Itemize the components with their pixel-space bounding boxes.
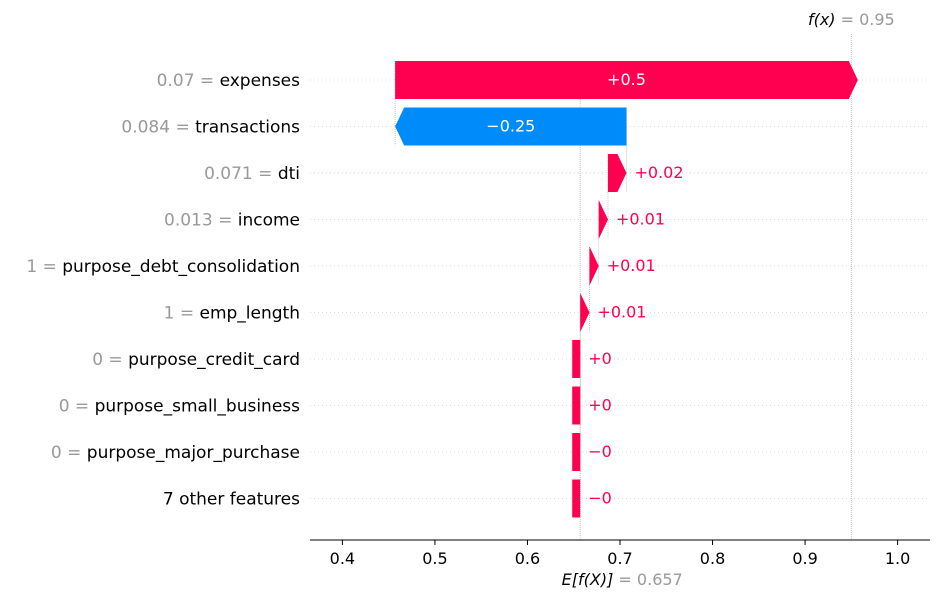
feature-value: 0 = [51,443,87,463]
waterfall-bar [395,107,627,146]
feature-name: transactions [195,118,300,138]
waterfall-bar [589,247,599,285]
contribution-label: −0 [588,442,612,461]
waterfall-bar [572,433,581,471]
feature-value: 0 = [59,397,95,417]
feature-label: 0 = purpose_major_purchase [51,443,300,463]
feature-name: emp_length [200,304,301,324]
contribution-label: −0.25 [486,117,535,136]
feature-label: 1 = emp_length [164,304,300,324]
waterfall-bar [572,479,581,518]
feature-name: purpose_major_purchase [87,443,300,463]
feature-value: 0.013 = [164,211,238,231]
waterfall-bar [395,61,858,99]
waterfall-bar [607,154,627,192]
x-tick-label: 0.5 [422,549,447,568]
feature-value: 0.071 = [204,164,278,184]
contribution-label: +0.5 [607,70,646,89]
base-value-label: E[f(X)] = 0.657 [562,570,683,589]
feature-label: 0.07 = expenses [157,71,300,91]
feature-name: expenses [220,71,301,91]
feature-label: 0 = purpose_credit_card [92,350,300,370]
efx-value: = 0.657 [613,570,682,589]
feature-value: 0.084 = [121,118,195,138]
efx-symbol: E[f(X)] [562,570,614,589]
waterfall-bar [572,340,581,378]
contribution-label: +0 [588,396,612,415]
feature-label: 7 other features [163,490,300,510]
feature-name: dti [278,164,300,184]
waterfall-bar [572,386,581,425]
feature-label: 0.071 = dti [204,164,300,184]
x-tick-label: 0.9 [792,549,817,568]
feature-name: purpose_small_business [95,397,301,417]
fx-value: = 0.95 [836,10,895,29]
contribution-label: +0.01 [597,303,646,322]
feature-label: 0.084 = transactions [121,118,300,138]
feature-label: 0 = purpose_small_business [59,397,300,417]
contribution-label: +0.01 [616,210,665,229]
feature-value: 0 = [92,350,128,370]
contribution-label: +0.02 [634,163,683,182]
feature-value: 0.07 = [157,71,220,91]
x-tick-label: 1.0 [885,549,910,568]
fx-label: f(x) = 0.95 [808,10,895,29]
feature-name: purpose_debt_consolidation [62,257,300,277]
contribution-label: −0 [588,489,612,508]
feature-name: 7 other features [163,490,300,510]
x-tick-label: 0.8 [700,549,725,568]
feature-value: 1 = [164,304,200,324]
contribution-label: +0 [588,349,612,368]
feature-name: purpose_credit_card [128,350,300,370]
feature-name: income [238,211,300,231]
x-tick-label: 0.6 [515,549,540,568]
feature-label: 1 = purpose_debt_consolidation [26,257,300,277]
contribution-label: +0.01 [607,256,656,275]
x-tick-label: 0.7 [607,549,632,568]
feature-value: 1 = [26,257,62,277]
fx-symbol: f(x) [808,10,836,29]
waterfall-bar [598,200,608,239]
waterfall-bar [580,293,590,332]
x-tick-label: 0.4 [330,549,355,568]
feature-label: 0.013 = income [164,211,300,231]
